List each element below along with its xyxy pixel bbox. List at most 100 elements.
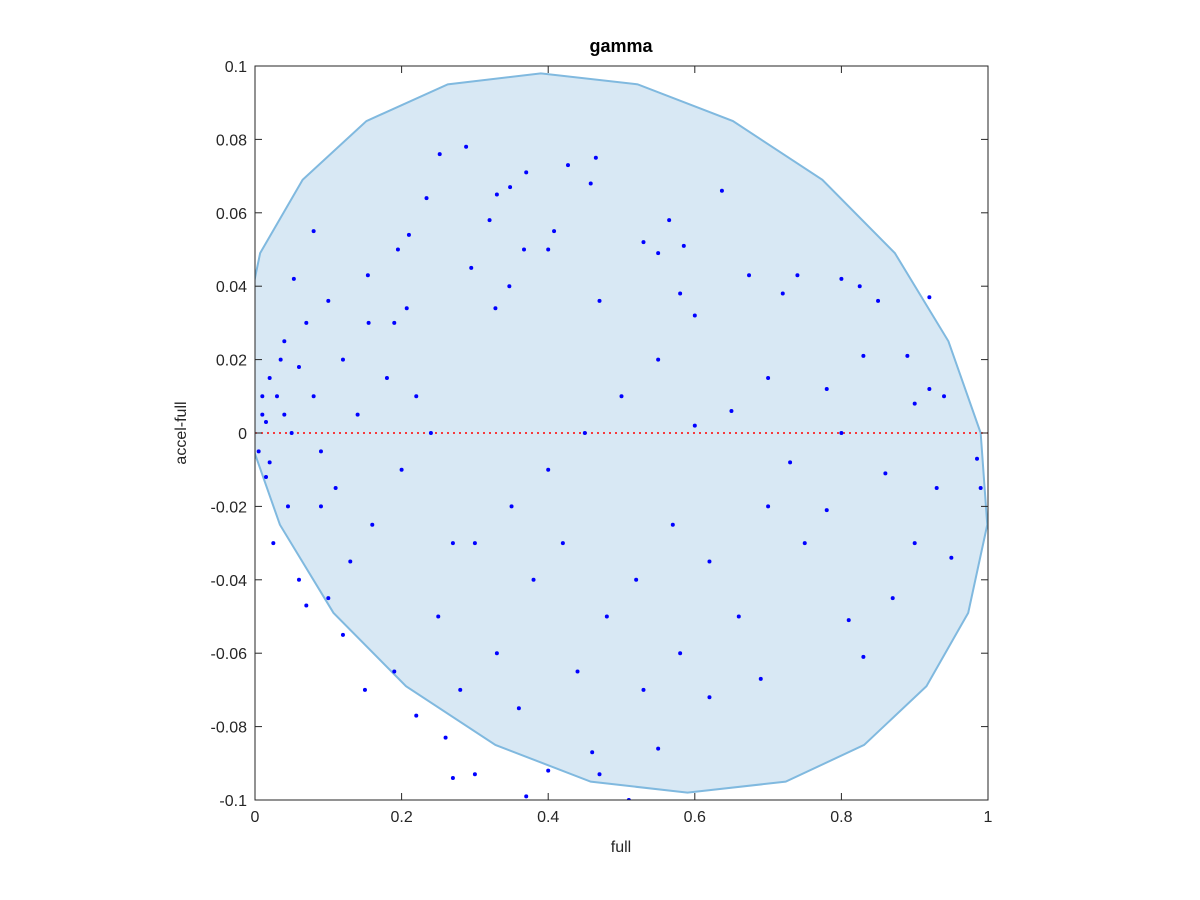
point — [404, 306, 409, 311]
y-tick-label: 0.06 — [216, 206, 247, 223]
point — [758, 676, 763, 681]
point — [524, 794, 529, 799]
point — [766, 504, 771, 509]
point — [392, 320, 397, 325]
point — [766, 375, 771, 380]
point — [472, 772, 477, 777]
point — [883, 471, 888, 476]
point — [304, 603, 309, 608]
point — [912, 541, 917, 546]
point — [582, 431, 587, 435]
point — [707, 559, 712, 564]
chart-title: gamma — [589, 36, 653, 56]
point — [876, 298, 881, 303]
point — [274, 394, 279, 399]
point — [890, 596, 895, 601]
point — [546, 247, 551, 252]
axes: 0 0.2 0.4 0.6 0.8 1 -0.1 -0.08 -0.06 -0.04 -0.02 0 0… — [211, 59, 993, 826]
point — [593, 155, 598, 160]
point — [531, 577, 536, 582]
point — [366, 320, 371, 325]
point — [692, 313, 697, 318]
point — [271, 541, 276, 546]
point — [509, 504, 514, 509]
y-tick-label: 0.1 — [225, 59, 247, 76]
point — [788, 460, 793, 465]
point — [428, 431, 433, 435]
point — [487, 218, 492, 223]
point — [348, 559, 353, 564]
point — [494, 192, 499, 197]
point — [285, 504, 290, 509]
point — [399, 467, 404, 472]
point — [597, 772, 602, 777]
point — [978, 486, 983, 491]
point — [656, 251, 661, 256]
x-tick-label: 0.2 — [390, 809, 412, 826]
point — [634, 577, 639, 582]
point — [450, 775, 455, 780]
point — [469, 265, 474, 270]
point — [362, 687, 367, 692]
x-tick-label: 0.8 — [830, 809, 852, 826]
point — [927, 295, 932, 300]
point — [861, 353, 866, 358]
point — [546, 467, 551, 472]
point — [949, 555, 954, 560]
point — [414, 394, 419, 399]
point — [318, 449, 323, 454]
point — [450, 541, 455, 546]
point — [707, 695, 712, 700]
point — [729, 408, 734, 413]
point — [263, 475, 268, 480]
y-tick-label: -0.1 — [219, 793, 247, 810]
point — [560, 541, 565, 546]
point — [565, 163, 570, 168]
point — [267, 460, 272, 465]
point — [641, 240, 646, 245]
point — [780, 291, 785, 296]
y-tick-label: -0.04 — [211, 573, 248, 590]
point — [340, 632, 345, 637]
point — [436, 614, 441, 619]
y-tick-label: -0.06 — [211, 646, 248, 663]
point — [678, 651, 683, 656]
point — [304, 320, 309, 325]
point — [597, 298, 602, 303]
point — [260, 412, 265, 417]
point — [912, 401, 917, 406]
point — [333, 486, 338, 491]
point — [370, 522, 375, 527]
point — [719, 188, 724, 193]
point — [524, 170, 529, 175]
point — [678, 291, 683, 296]
point — [861, 654, 866, 659]
y-tick-label: 0.08 — [216, 132, 247, 149]
point — [641, 687, 646, 692]
y-tick-label: -0.08 — [211, 720, 248, 737]
point — [846, 618, 851, 623]
point — [934, 486, 939, 491]
point — [311, 394, 316, 399]
point — [656, 746, 661, 751]
point — [296, 364, 301, 369]
point — [406, 232, 411, 237]
point — [905, 353, 910, 358]
point — [395, 247, 400, 252]
point — [263, 419, 268, 424]
point — [516, 706, 521, 711]
point — [667, 218, 672, 223]
plot-area — [255, 72, 988, 800]
point — [552, 229, 557, 234]
point — [326, 298, 331, 303]
point — [260, 394, 265, 399]
point — [443, 735, 448, 740]
point — [424, 196, 429, 201]
point — [522, 247, 527, 252]
point — [414, 713, 419, 718]
point — [291, 276, 296, 281]
x-axis-label: full — [611, 839, 631, 856]
point — [458, 687, 463, 692]
y-tick-label: 0.04 — [216, 279, 247, 296]
